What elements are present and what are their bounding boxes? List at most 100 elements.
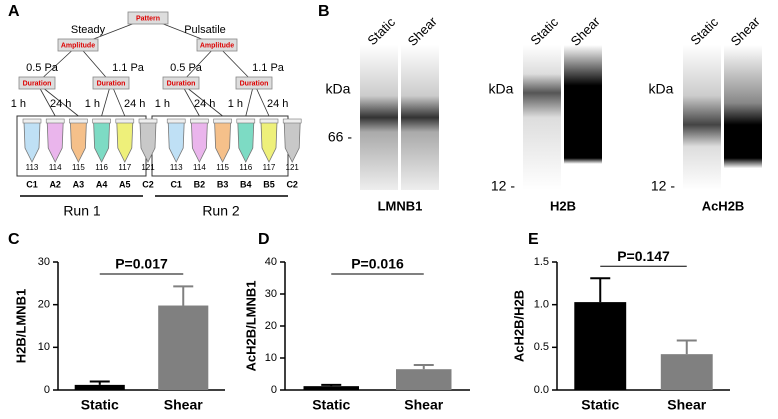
pressure-label: 0.5 Pa xyxy=(170,62,203,74)
sample-label: B4 xyxy=(240,179,252,189)
x-tick-label: Static xyxy=(312,397,350,413)
blot-lane xyxy=(360,45,398,190)
time-label: 24 h xyxy=(194,98,215,110)
sample-label: B3 xyxy=(217,179,229,189)
tube-cap xyxy=(22,118,42,124)
blot-lane xyxy=(523,45,561,190)
y-tick-label: 30 xyxy=(265,288,277,300)
tag-label: 114 xyxy=(193,163,206,172)
tag-label: 116 xyxy=(95,163,108,172)
sample-label: A5 xyxy=(119,179,131,189)
y-tick-label: 1.5 xyxy=(534,256,549,268)
node-label: Duration xyxy=(23,80,52,87)
tube-cap xyxy=(213,118,232,124)
time-label: 24 h xyxy=(267,98,288,110)
tube xyxy=(237,121,255,163)
tube xyxy=(260,121,278,163)
node-label: Amplitude xyxy=(61,42,95,49)
sample-label: B5 xyxy=(263,179,275,189)
bar xyxy=(74,384,125,390)
tube xyxy=(93,121,111,163)
sample-label: B2 xyxy=(194,179,206,189)
lane-label: Shear xyxy=(728,13,764,49)
marker-label: 12 - xyxy=(651,178,675,194)
node-box xyxy=(127,11,169,25)
node-box xyxy=(18,76,56,90)
y-tick-label: 1.0 xyxy=(534,299,549,311)
sample-label: A2 xyxy=(49,179,61,189)
panel-letter: A xyxy=(8,3,20,20)
sample-label: C2 xyxy=(142,179,154,189)
node-label: Duration xyxy=(167,80,196,87)
node-label: Duration xyxy=(97,80,126,87)
y-tick-label: 20 xyxy=(265,320,277,332)
y-tick-label: 10 xyxy=(38,341,50,353)
blot-name: H2B xyxy=(550,198,576,213)
time-label: 1 h xyxy=(85,98,100,110)
y-tick-label: 0 xyxy=(44,384,50,396)
node-box xyxy=(162,76,200,90)
x-tick-label: Static xyxy=(81,397,119,413)
y-tick-label: 10 xyxy=(265,352,277,364)
node-label: Duration xyxy=(240,80,269,87)
blot-lane xyxy=(401,45,439,190)
tube xyxy=(190,121,208,163)
tube-cap xyxy=(138,118,158,124)
pressure-label: 1.1 Pa xyxy=(112,62,145,74)
lane-label: Static xyxy=(364,14,398,48)
unit-label: kDa xyxy=(649,81,674,97)
lane-label: Shear xyxy=(568,13,604,49)
lane-label: Static xyxy=(527,14,561,48)
tube xyxy=(283,121,301,163)
tag-label: 114 xyxy=(49,163,62,172)
y-tick-label: 20 xyxy=(38,299,50,311)
blot-lane xyxy=(564,45,602,190)
marker-label: 66 - xyxy=(328,129,352,145)
p-value: P=0.147 xyxy=(617,248,670,264)
lane-label: Static xyxy=(687,14,721,48)
sample-label: C2 xyxy=(286,179,298,189)
tube-cap xyxy=(190,118,209,124)
blot-lane xyxy=(724,45,762,190)
tube-cap xyxy=(282,118,302,124)
y-tick-label: 0.0 xyxy=(534,384,549,396)
run-label: Run 1 xyxy=(63,203,101,219)
y-axis-label: AcH2B/LMNB1 xyxy=(243,280,258,371)
tube-cap xyxy=(236,118,256,124)
node-label: Pattern xyxy=(136,15,160,22)
y-tick-label: 0.5 xyxy=(534,341,549,353)
unit-label: kDa xyxy=(489,81,514,97)
tube-cap xyxy=(259,118,279,124)
tube xyxy=(46,121,64,163)
node-label: Amplitude xyxy=(200,42,234,49)
sample-label: C1 xyxy=(170,179,182,189)
blot-name: LMNB1 xyxy=(378,198,423,213)
time-label: 24 h xyxy=(50,98,71,110)
panel-letter: D xyxy=(258,231,270,248)
pressure-label: 1.1 Pa xyxy=(252,62,285,74)
sample-label: A4 xyxy=(96,179,108,189)
branch-label: Steady xyxy=(71,24,106,36)
sample-label: A3 xyxy=(73,179,85,189)
y-axis-label: AcH2B/H2B xyxy=(511,290,526,362)
p-value: P=0.017 xyxy=(115,256,168,272)
bar xyxy=(660,354,713,390)
tube-cap xyxy=(92,118,111,124)
bar xyxy=(396,369,452,390)
node-box xyxy=(57,38,99,52)
tube-cap xyxy=(69,118,88,124)
time-label: 1 h xyxy=(155,98,170,110)
time-label: 1 h xyxy=(11,98,26,110)
time-label: 24 h xyxy=(124,98,145,110)
x-tick-label: Static xyxy=(581,397,619,413)
panel-letter: C xyxy=(8,231,20,248)
y-tick-label: 30 xyxy=(38,256,50,268)
unit-label: kDa xyxy=(326,81,351,97)
tag-label: 113 xyxy=(170,163,183,172)
marker-label: 12 - xyxy=(491,178,515,194)
blot-lane xyxy=(683,45,721,190)
tube-cap xyxy=(166,118,186,124)
tag-label: 117 xyxy=(263,163,276,172)
x-tick-label: Shear xyxy=(404,397,443,413)
panel-letter: E xyxy=(528,231,539,248)
